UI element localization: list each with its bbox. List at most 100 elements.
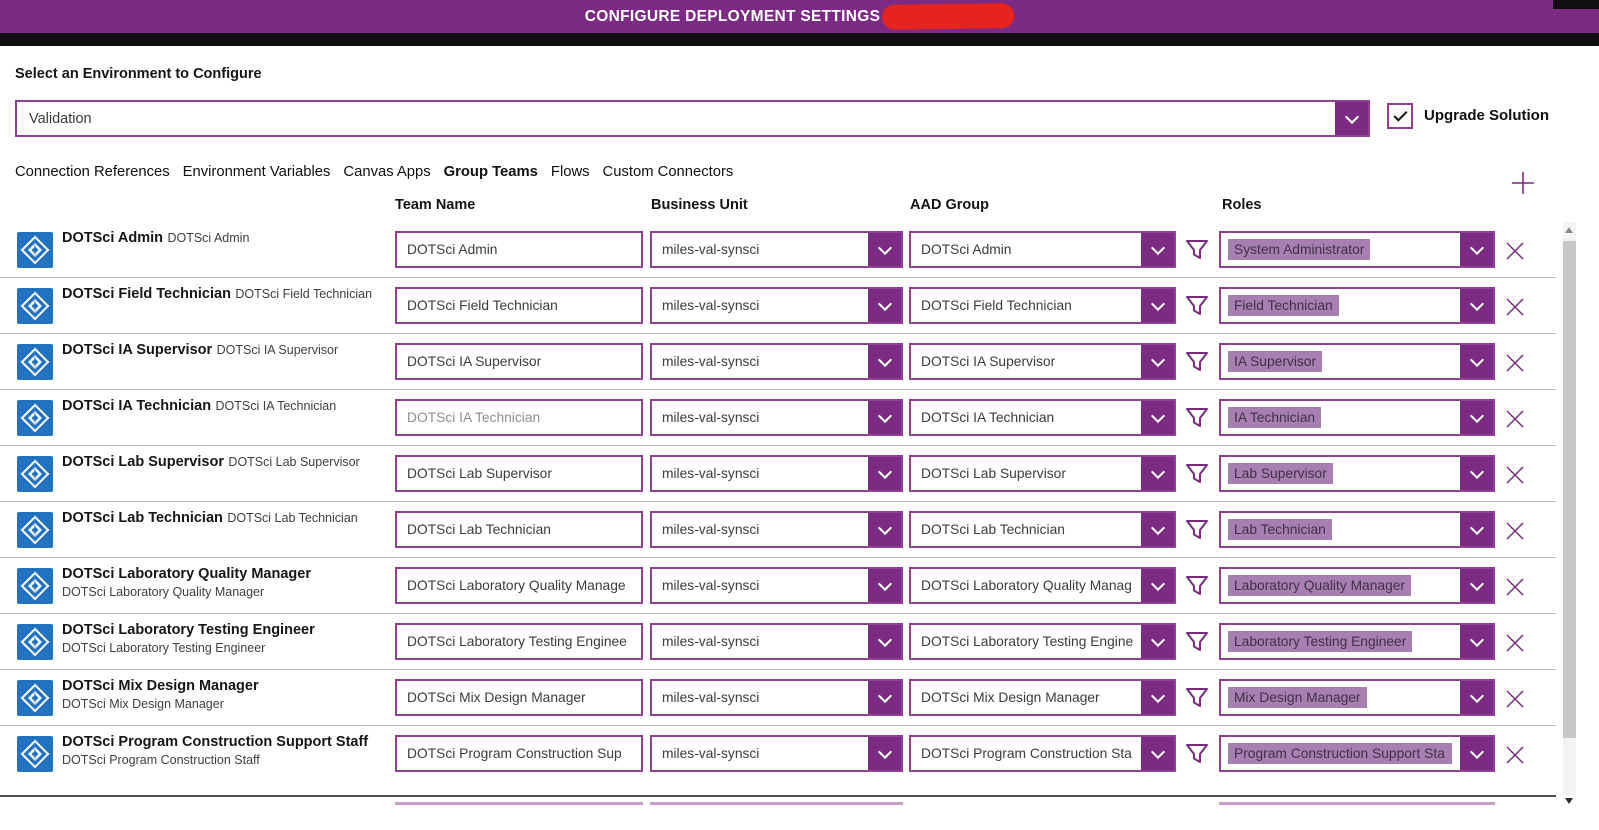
- filter-roles-button[interactable]: [1184, 517, 1210, 543]
- roles-select[interactable]: Lab Supervisor: [1219, 455, 1495, 492]
- aad-group-dropdown-button[interactable]: [1141, 289, 1174, 322]
- team-name-input[interactable]: DOTSci Mix Design Manager: [395, 679, 643, 716]
- aad-group-select[interactable]: DOTSci Program Construction Sta: [909, 735, 1176, 772]
- aad-group-select[interactable]: DOTSci Lab Technician: [909, 511, 1176, 548]
- aad-group-dropdown-button[interactable]: [1141, 681, 1174, 714]
- aad-group-select[interactable]: DOTSci Field Technician: [909, 287, 1176, 324]
- filter-roles-button[interactable]: [1184, 293, 1210, 319]
- scrollbar-down-arrow-icon[interactable]: [1565, 798, 1573, 804]
- roles-dropdown-button[interactable]: [1460, 289, 1493, 322]
- aad-group-select[interactable]: DOTSci IA Supervisor: [909, 343, 1176, 380]
- aad-group-dropdown-button[interactable]: [1141, 569, 1174, 602]
- business-unit-dropdown-button[interactable]: [868, 345, 901, 378]
- business-unit-select[interactable]: miles-val-synsci: [650, 735, 903, 772]
- roles-select[interactable]: IA Technician: [1219, 399, 1495, 436]
- filter-roles-button[interactable]: [1184, 349, 1210, 375]
- scrollbar-up-arrow-icon[interactable]: [1565, 227, 1573, 233]
- filter-roles-button[interactable]: [1184, 573, 1210, 599]
- aad-group-select[interactable]: DOTSci Admin: [909, 231, 1176, 268]
- aad-group-dropdown-button[interactable]: [1141, 345, 1174, 378]
- business-unit-select[interactable]: miles-val-synsci: [650, 399, 903, 436]
- delete-row-button[interactable]: [1504, 520, 1526, 542]
- roles-select[interactable]: Field Technician: [1219, 287, 1495, 324]
- environment-select[interactable]: Validation: [15, 100, 1370, 137]
- filter-roles-button[interactable]: [1184, 461, 1210, 487]
- business-unit-select[interactable]: miles-val-synsci: [650, 511, 903, 548]
- delete-row-button[interactable]: [1504, 240, 1526, 262]
- filter-roles-button[interactable]: [1184, 237, 1210, 263]
- roles-select[interactable]: Lab Technician: [1219, 511, 1495, 548]
- scrollbar-thumb[interactable]: [1563, 241, 1576, 738]
- tab-connection-references[interactable]: Connection References: [15, 164, 170, 180]
- upgrade-solution-checkbox[interactable]: [1387, 103, 1413, 129]
- roles-select[interactable]: IA Supervisor: [1219, 343, 1495, 380]
- delete-row-button[interactable]: [1504, 632, 1526, 654]
- roles-select[interactable]: Laboratory Testing Engineer: [1219, 623, 1495, 660]
- business-unit-dropdown-button[interactable]: [868, 681, 901, 714]
- roles-dropdown-button[interactable]: [1460, 233, 1493, 266]
- roles-dropdown-button[interactable]: [1460, 569, 1493, 602]
- team-name-input[interactable]: DOTSci Lab Supervisor: [395, 455, 643, 492]
- team-name-input[interactable]: DOTSci IA Technician: [395, 399, 643, 436]
- business-unit-select[interactable]: miles-val-synsci: [650, 287, 903, 324]
- aad-group-dropdown-button[interactable]: [1141, 737, 1174, 770]
- filter-roles-button[interactable]: [1184, 405, 1210, 431]
- business-unit-select[interactable]: miles-val-synsci: [650, 455, 903, 492]
- aad-group-select[interactable]: DOTSci IA Technician: [909, 399, 1176, 436]
- delete-row-button[interactable]: [1504, 464, 1526, 486]
- delete-row-button[interactable]: [1504, 576, 1526, 598]
- business-unit-select[interactable]: miles-val-synsci: [650, 567, 903, 604]
- business-unit-dropdown-button[interactable]: [868, 569, 901, 602]
- business-unit-select[interactable]: miles-val-synsci: [650, 679, 903, 716]
- aad-group-dropdown-button[interactable]: [1141, 625, 1174, 658]
- environment-dropdown-button[interactable]: [1335, 102, 1368, 135]
- tab-environment-variables[interactable]: Environment Variables: [182, 164, 331, 180]
- delete-row-button[interactable]: [1504, 688, 1526, 710]
- business-unit-dropdown-button[interactable]: [868, 289, 901, 322]
- roles-select[interactable]: System Administrator: [1219, 231, 1495, 268]
- team-name-input[interactable]: DOTSci Lab Technician: [395, 511, 643, 548]
- aad-group-dropdown-button[interactable]: [1141, 401, 1174, 434]
- filter-roles-button[interactable]: [1184, 741, 1210, 767]
- vertical-scrollbar[interactable]: [1563, 222, 1576, 795]
- roles-dropdown-button[interactable]: [1460, 737, 1493, 770]
- delete-row-button[interactable]: [1504, 296, 1526, 318]
- filter-roles-button[interactable]: [1184, 629, 1210, 655]
- team-name-input[interactable]: DOTSci Program Construction Sup: [395, 735, 643, 772]
- aad-group-select[interactable]: DOTSci Laboratory Quality Manag: [909, 567, 1176, 604]
- roles-select[interactable]: Mix Design Manager: [1219, 679, 1495, 716]
- roles-dropdown-button[interactable]: [1460, 345, 1493, 378]
- business-unit-dropdown-button[interactable]: [868, 457, 901, 490]
- team-name-input[interactable]: DOTSci Admin: [395, 231, 643, 268]
- aad-group-dropdown-button[interactable]: [1141, 457, 1174, 490]
- filter-roles-button[interactable]: [1184, 685, 1210, 711]
- aad-group-select[interactable]: DOTSci Lab Supervisor: [909, 455, 1176, 492]
- team-name-input[interactable]: DOTSci Field Technician: [395, 287, 643, 324]
- add-row-button[interactable]: [1510, 170, 1536, 196]
- business-unit-dropdown-button[interactable]: [868, 737, 901, 770]
- business-unit-dropdown-button[interactable]: [868, 401, 901, 434]
- roles-select[interactable]: Laboratory Quality Manager: [1219, 567, 1495, 604]
- aad-group-dropdown-button[interactable]: [1141, 513, 1174, 546]
- tab-custom-connectors[interactable]: Custom Connectors: [602, 164, 734, 180]
- delete-row-button[interactable]: [1504, 408, 1526, 430]
- roles-dropdown-button[interactable]: [1460, 625, 1493, 658]
- team-name-input[interactable]: DOTSci IA Supervisor: [395, 343, 643, 380]
- business-unit-select[interactable]: miles-val-synsci: [650, 231, 903, 268]
- delete-row-button[interactable]: [1504, 744, 1526, 766]
- delete-row-button[interactable]: [1504, 352, 1526, 374]
- business-unit-dropdown-button[interactable]: [868, 233, 901, 266]
- tab-group-teams[interactable]: Group Teams: [443, 164, 538, 180]
- roles-dropdown-button[interactable]: [1460, 681, 1493, 714]
- tab-canvas-apps[interactable]: Canvas Apps: [343, 164, 431, 180]
- business-unit-dropdown-button[interactable]: [868, 625, 901, 658]
- business-unit-dropdown-button[interactable]: [868, 513, 901, 546]
- aad-group-dropdown-button[interactable]: [1141, 233, 1174, 266]
- team-name-input[interactable]: DOTSci Laboratory Quality Manage: [395, 567, 643, 604]
- tab-flows[interactable]: Flows: [550, 164, 590, 180]
- aad-group-select[interactable]: DOTSci Laboratory Testing Engine: [909, 623, 1176, 660]
- roles-dropdown-button[interactable]: [1460, 513, 1493, 546]
- business-unit-select[interactable]: miles-val-synsci: [650, 343, 903, 380]
- aad-group-select[interactable]: DOTSci Mix Design Manager: [909, 679, 1176, 716]
- roles-dropdown-button[interactable]: [1460, 457, 1493, 490]
